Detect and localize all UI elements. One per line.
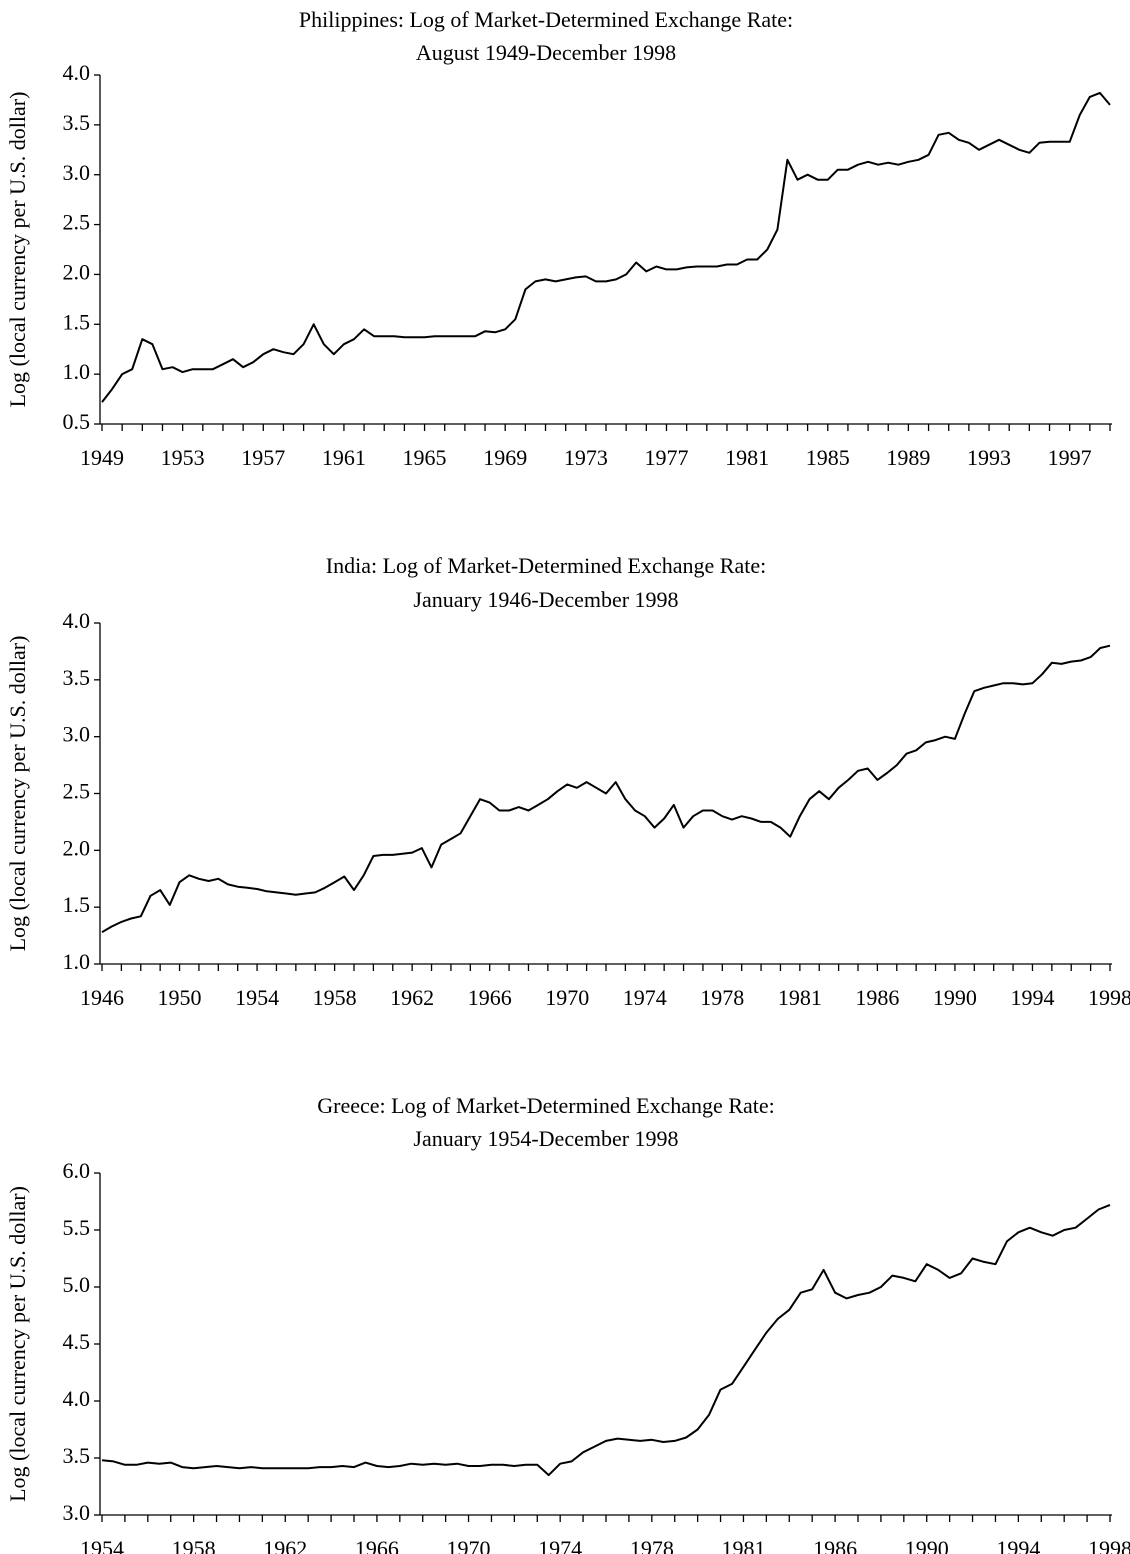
x-tick-label: 1997	[1048, 445, 1092, 470]
y-axis-label: Log (local currency per U.S. dollar)	[5, 92, 30, 408]
x-tick-label: 1954	[80, 1536, 124, 1554]
x-tick-label: 1990	[933, 985, 977, 1010]
y-tick-label: 4.0	[63, 1386, 91, 1411]
y-tick-label: 4.0	[63, 60, 91, 85]
y-tick-label: 3.0	[63, 1500, 91, 1525]
x-tick-label: 1990	[905, 1536, 949, 1554]
chart-title: India: Log of Market-Determined Exchange…	[326, 553, 766, 578]
x-tick-label: 1958	[172, 1536, 216, 1554]
x-tick-label: 1978	[630, 1536, 674, 1554]
x-tick-label: 1974	[623, 985, 667, 1010]
x-tick-label: 1969	[483, 445, 527, 470]
x-tick-label: 1966	[468, 985, 512, 1010]
chart-title: Greece: Log of Market-Determined Exchang…	[317, 1093, 775, 1118]
x-tick-label: 1989	[886, 445, 930, 470]
y-tick-label: 6.0	[63, 1158, 91, 1183]
x-tick-label: 1949	[80, 445, 124, 470]
y-tick-label: 1.0	[63, 359, 91, 384]
x-tick-label: 1998	[1088, 1536, 1130, 1554]
y-axis-label: Log (local currency per U.S. dollar)	[5, 1186, 30, 1502]
x-tick-label: 1981	[725, 445, 769, 470]
chart-subtitle: January 1946-December 1998	[413, 587, 678, 612]
series-line	[101, 1203, 1111, 1477]
y-tick-label: 5.0	[63, 1272, 91, 1297]
x-tick-label: 1962	[390, 985, 434, 1010]
x-tick-label: 1958	[313, 985, 357, 1010]
x-tick-label: 1954	[235, 985, 279, 1010]
x-tick-label: 1973	[564, 445, 608, 470]
y-tick-label: 3.0	[63, 722, 91, 747]
y-tick-label: 2.5	[63, 210, 91, 235]
y-axis-label: Log (local currency per U.S. dollar)	[5, 636, 30, 952]
y-tick-label: 1.5	[63, 892, 91, 917]
x-tick-label: 1994	[1010, 985, 1054, 1010]
series-line	[101, 91, 1111, 403]
chart-subtitle: August 1949-December 1998	[416, 40, 676, 65]
x-tick-label: 1993	[967, 445, 1011, 470]
x-tick-label: 1981	[778, 985, 822, 1010]
y-tick-label: 2.5	[63, 779, 91, 804]
y-tick-label: 3.5	[63, 110, 91, 135]
x-tick-label: 1950	[158, 985, 202, 1010]
y-tick-label: 2.0	[63, 259, 91, 284]
y-tick-label: 3.0	[63, 160, 91, 185]
chart-subtitle: January 1954-December 1998	[413, 1126, 678, 1151]
y-tick-label: 1.5	[63, 309, 91, 334]
x-tick-label: 1957	[241, 445, 285, 470]
x-tick-label: 1981	[721, 1536, 765, 1554]
chart-title: Philippines: Log of Market-Determined Ex…	[299, 7, 793, 32]
x-tick-label: 1994	[996, 1536, 1040, 1554]
x-tick-label: 1962	[263, 1536, 307, 1554]
x-tick-label: 1946	[80, 985, 124, 1010]
x-tick-label: 1986	[813, 1536, 857, 1554]
y-tick-label: 4.0	[63, 608, 91, 633]
x-tick-label: 1961	[322, 445, 366, 470]
x-tick-label: 1965	[403, 445, 447, 470]
x-tick-label: 1985	[806, 445, 850, 470]
y-tick-label: 0.5	[63, 409, 91, 434]
y-tick-label: 2.0	[63, 835, 91, 860]
x-tick-label: 1966	[355, 1536, 399, 1554]
x-tick-label: 1978	[700, 985, 744, 1010]
series-line	[101, 644, 1111, 934]
x-tick-label: 1977	[644, 445, 688, 470]
x-tick-label: 1970	[447, 1536, 491, 1554]
y-tick-label: 5.5	[63, 1215, 91, 1240]
y-tick-label: 3.5	[63, 665, 91, 690]
x-tick-label: 1953	[161, 445, 205, 470]
y-tick-label: 3.5	[63, 1443, 91, 1468]
x-tick-label: 1970	[545, 985, 589, 1010]
x-tick-label: 1986	[855, 985, 899, 1010]
y-tick-label: 1.0	[63, 949, 91, 974]
x-tick-label: 1974	[538, 1536, 582, 1554]
y-tick-label: 4.5	[63, 1329, 91, 1354]
x-tick-label: 1998	[1088, 985, 1130, 1010]
